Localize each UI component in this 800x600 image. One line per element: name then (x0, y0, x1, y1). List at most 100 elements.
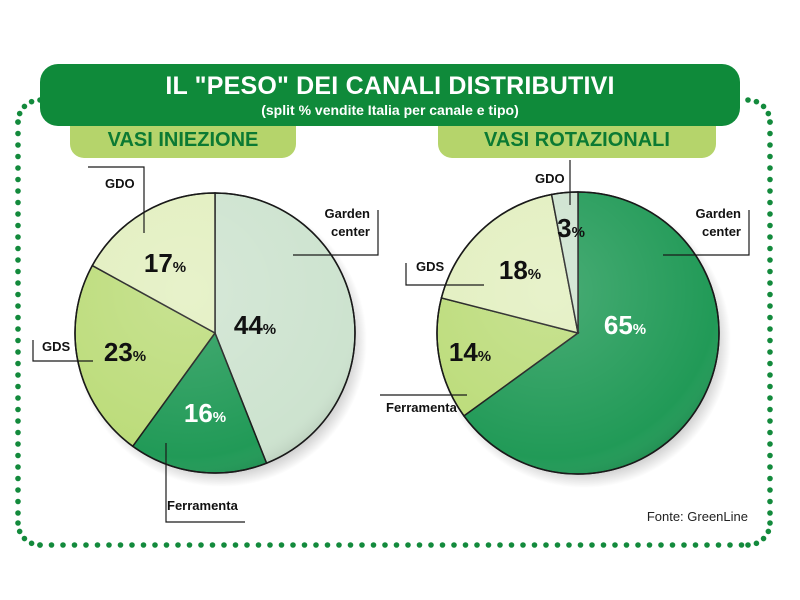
border-dot (715, 542, 722, 548)
border-dot (767, 188, 773, 194)
border-dot (767, 452, 773, 459)
chart-subtitle: (split % vendite Italia per canale e tip… (261, 102, 519, 118)
pie-outline (436, 191, 720, 475)
border-dot (347, 542, 354, 548)
border-dot (669, 542, 676, 548)
border-dot (28, 540, 35, 547)
border-dot (767, 211, 773, 217)
border-dot (15, 360, 21, 367)
border-dot (15, 510, 21, 516)
border-dot (232, 542, 239, 548)
slice-label: center (331, 224, 370, 239)
percent-sign: % (263, 321, 276, 338)
border-dot (324, 542, 331, 548)
border-dot (15, 199, 21, 206)
border-dot (15, 337, 21, 344)
slice-label: Ferramenta (167, 498, 239, 513)
border-dot (301, 542, 308, 548)
border-dot (428, 542, 434, 548)
border-dot (623, 542, 630, 548)
border-dot (278, 542, 285, 548)
border-dot (767, 314, 773, 321)
border-dot (290, 542, 296, 548)
border-dot (117, 542, 124, 548)
border-dot (767, 245, 773, 252)
border-dot (767, 234, 773, 240)
border-dot (767, 464, 773, 470)
border-dot (589, 542, 595, 548)
border-dot (520, 542, 526, 548)
border-dot (738, 542, 745, 548)
border-dot (612, 542, 618, 548)
border-dot (16, 110, 23, 117)
leader-line (32, 340, 93, 362)
border-dot (15, 257, 21, 263)
border-dot (16, 528, 23, 535)
border-dot (767, 520, 773, 526)
percent-sign: % (478, 348, 491, 365)
border-dot (15, 452, 21, 459)
border-dot (767, 510, 773, 516)
border-dot (15, 176, 21, 183)
percent-sign: % (528, 266, 541, 283)
border-dot (767, 130, 773, 137)
border-dot (71, 542, 78, 548)
border-dot (767, 337, 773, 344)
border-dot (21, 103, 28, 110)
border-dot (15, 222, 21, 229)
border-dot (767, 142, 773, 148)
border-dot (462, 542, 469, 548)
border-dot (15, 395, 21, 401)
border-dot (83, 542, 89, 548)
border-dot (767, 303, 773, 309)
pie-title-iniezione: VASI INIEZIONE (70, 126, 296, 158)
border-dot (15, 498, 21, 505)
border-dot (451, 542, 457, 548)
chart-title: IL "PESO" DEI CANALI DISTRIBUTIVI (165, 72, 615, 100)
border-dot (767, 257, 773, 263)
border-dot (15, 429, 21, 436)
border-dot (21, 535, 28, 542)
border-dot (15, 268, 21, 275)
border-dot (767, 360, 773, 367)
border-dot (767, 280, 773, 286)
border-dot (255, 542, 262, 548)
border-dot (767, 119, 773, 125)
slice-label: center (702, 224, 741, 239)
border-dot (753, 98, 760, 105)
data-label: 16% (184, 398, 226, 428)
border-dot (416, 542, 423, 548)
border-dot (727, 542, 733, 548)
border-dot (175, 542, 181, 548)
border-dot (439, 542, 446, 548)
border-dot (15, 153, 21, 160)
border-dot (543, 542, 549, 548)
border-dot (646, 542, 653, 548)
border-dot (313, 542, 319, 548)
border-dot (15, 406, 21, 413)
border-dot (28, 98, 35, 105)
border-dot (106, 542, 112, 548)
slice-label: GDS (416, 259, 445, 274)
border-dot (767, 165, 773, 171)
border-dot (635, 542, 641, 548)
slice-label: Ferramenta (386, 400, 458, 415)
leader-line (405, 263, 484, 286)
leader-line (88, 166, 145, 233)
percent-sign: % (133, 348, 146, 365)
border-dot (37, 542, 43, 548)
border-dot (566, 542, 572, 548)
border-dot (767, 498, 773, 505)
border-dot (15, 188, 21, 194)
slice-label: GDO (535, 171, 565, 186)
border-dot (15, 280, 21, 286)
border-dot (15, 130, 21, 137)
border-dot (767, 176, 773, 183)
border-dot (94, 542, 101, 548)
border-dot (15, 142, 21, 148)
border-dot (658, 542, 664, 548)
border-dot (681, 542, 687, 548)
border-dot (15, 441, 21, 447)
